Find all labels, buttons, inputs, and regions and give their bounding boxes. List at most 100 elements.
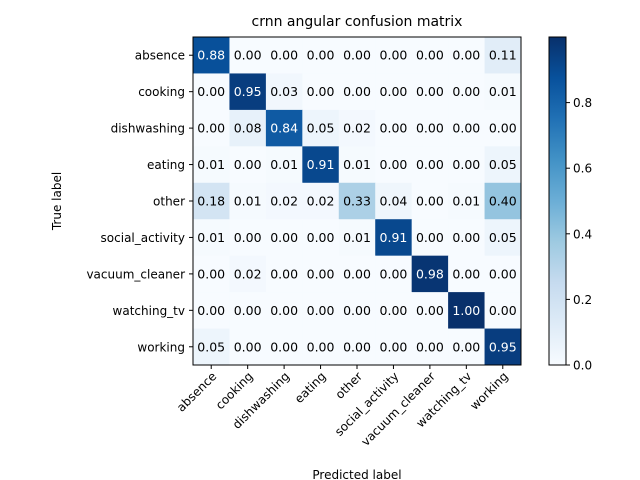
- y-axis-ticks: absence cooking dishwashing eating other soci…: [86, 49, 193, 354]
- heatmap-cell: [411, 182, 449, 220]
- cell-value-label: 0.00: [234, 303, 262, 318]
- heatmap-cell: [375, 255, 413, 293]
- heatmap-cell: [411, 73, 449, 111]
- heatmap-cell: [302, 37, 340, 74]
- heatmap-cell: [229, 328, 267, 366]
- cell-value-label: 0.00: [416, 230, 444, 245]
- colorbar-tick-label: 0.8: [573, 96, 592, 110]
- y-tick-label: watching_tv: [113, 304, 185, 318]
- cell-value-label: 0.05: [307, 121, 335, 136]
- cell-value-label: 0.00: [307, 48, 335, 63]
- heatmap-cell: [229, 292, 267, 329]
- colorbar-tick-label: 0.0: [573, 359, 592, 373]
- heatmap-cell-labels: 0.88 0.00 0.00 0.00 0.00 0.00 0.00 0.00 0.11 0.00…: [197, 48, 516, 355]
- heatmap-cell: [448, 146, 485, 184]
- heatmap-cell: [302, 73, 340, 111]
- cell-value-label: 0.00: [343, 303, 371, 318]
- heatmap-cell: [193, 292, 230, 329]
- chart-title: crnn angular confusion matrix: [252, 14, 463, 30]
- cell-value-label: 0.00: [452, 157, 480, 172]
- cell-value-label: 0.00: [307, 84, 335, 99]
- heatmap-cell: [448, 328, 485, 366]
- cell-value-label: 0.08: [234, 121, 262, 136]
- cell-value-label: 0.40: [489, 194, 517, 209]
- cell-value-label: 0.00: [234, 48, 262, 63]
- colorbar-frame: [548, 36, 567, 366]
- heatmap-cell: [448, 109, 485, 147]
- cell-value-label: 0.00: [452, 48, 480, 63]
- heatmap-cell: [229, 219, 267, 257]
- cell-value-label: 0.00: [380, 121, 408, 136]
- cell-value-label: 0.05: [197, 339, 225, 354]
- heatmap-cell: [338, 255, 376, 293]
- cell-value-label: 0.11: [489, 48, 517, 63]
- heatmap-cell: [448, 255, 485, 293]
- cell-value-label: 0.02: [234, 266, 262, 281]
- heatmap-cell: [302, 255, 340, 293]
- cell-value-label: 0.84: [270, 121, 298, 136]
- heatmap-cell: [302, 328, 340, 366]
- heatmap-cell: [375, 73, 413, 111]
- heatmap-cell: [229, 146, 267, 184]
- cell-value-label: 0.01: [197, 230, 225, 245]
- cell-value-label: 0.02: [270, 194, 298, 209]
- cell-value-label: 0.00: [380, 303, 408, 318]
- heatmap-cell: [375, 219, 413, 257]
- cell-value-label: 0.00: [197, 84, 225, 99]
- cell-value-label: 0.00: [380, 339, 408, 354]
- heatmap-cell: [484, 328, 522, 366]
- heatmap-cell: [338, 109, 376, 147]
- cell-value-label: 0.00: [416, 121, 444, 136]
- cell-value-label: 0.00: [343, 266, 371, 281]
- cell-value-label: 0.01: [234, 194, 262, 209]
- heatmap-cell: [411, 219, 449, 257]
- cell-value-label: 0.00: [380, 48, 408, 63]
- cell-value-label: 0.00: [380, 266, 408, 281]
- cell-value-label: 0.05: [489, 230, 517, 245]
- heatmap-cell: [375, 37, 413, 74]
- x-tick-label: other: [333, 369, 366, 402]
- cell-value-label: 0.01: [197, 157, 225, 172]
- heatmap-cell: [338, 182, 376, 220]
- cell-value-label: 0.18: [197, 194, 225, 209]
- cell-value-label: 0.91: [307, 157, 335, 172]
- x-tick-label: absence: [174, 369, 219, 414]
- y-tick-label: absence: [135, 49, 185, 63]
- cell-value-label: 0.00: [343, 84, 371, 99]
- heatmap-cell: [448, 182, 485, 220]
- colorbar-tick-label: 0.2: [573, 293, 592, 307]
- cell-value-label: 0.00: [307, 339, 335, 354]
- heatmap-cell: [448, 73, 485, 111]
- heatmap-cell: [484, 146, 522, 184]
- heatmap-cell: [338, 328, 376, 366]
- heatmap-cell: [193, 73, 230, 111]
- cell-value-label: 0.00: [307, 303, 335, 318]
- heatmap-cell: [338, 292, 376, 329]
- cell-value-label: 0.00: [416, 84, 444, 99]
- y-tick-label: working: [137, 340, 185, 354]
- x-axis-label: Predicted label: [312, 468, 401, 480]
- cell-value-label: 0.00: [343, 339, 371, 354]
- y-tick-label: eating: [147, 158, 185, 172]
- heatmap-cell: [411, 146, 449, 184]
- cell-value-label: 0.05: [489, 157, 517, 172]
- heatmap-cell: [411, 292, 449, 329]
- heatmap-cell: [375, 182, 413, 220]
- cell-value-label: 1.00: [452, 303, 480, 318]
- heatmap-cell: [448, 292, 485, 329]
- heatmap-cell: [229, 109, 267, 147]
- cell-value-label: 0.00: [234, 339, 262, 354]
- heatmap-cell: [375, 328, 413, 366]
- cell-value-label: 0.00: [234, 157, 262, 172]
- heatmap-cell: [302, 292, 340, 329]
- heatmap-cell: [411, 109, 449, 147]
- cell-value-label: 0.02: [343, 121, 371, 136]
- cell-value-label: 0.95: [489, 339, 517, 354]
- cell-value-label: 0.00: [416, 303, 444, 318]
- cell-value-label: 0.02: [307, 194, 335, 209]
- heatmap-cell: [229, 255, 267, 293]
- heatmap-cell: [229, 73, 267, 111]
- heatmap-cell: [448, 219, 485, 257]
- cell-value-label: 0.00: [452, 84, 480, 99]
